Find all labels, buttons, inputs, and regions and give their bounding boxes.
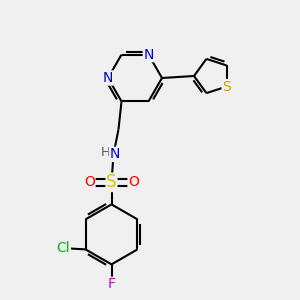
- Text: N: N: [109, 147, 120, 161]
- Text: O: O: [128, 176, 139, 189]
- Text: H: H: [101, 146, 110, 159]
- Text: F: F: [107, 278, 116, 291]
- Text: O: O: [84, 176, 95, 189]
- Text: S: S: [106, 173, 117, 191]
- Text: S: S: [222, 80, 231, 94]
- Text: Cl: Cl: [57, 242, 70, 255]
- Text: N: N: [143, 48, 154, 62]
- Text: N: N: [103, 71, 113, 85]
